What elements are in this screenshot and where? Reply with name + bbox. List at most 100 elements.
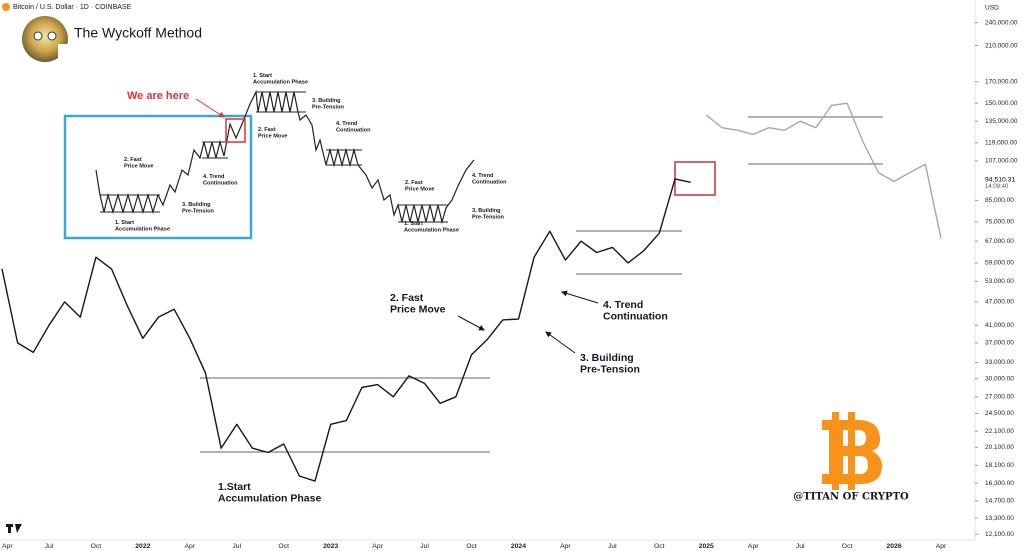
price-axis-panel: [975, 0, 1024, 540]
symbol-icon: [2, 3, 10, 11]
inset-annotation: 4. Trend Continuation: [203, 174, 238, 187]
inset-annotation-line: 3. Building: [472, 208, 501, 214]
x-tick-label: Apr: [748, 543, 759, 550]
inset-annotation-line: 1. Start: [115, 220, 134, 226]
last-price-tag: [976, 175, 1024, 191]
inset-annotation-line: Pre-Tension: [312, 105, 344, 111]
phase-annotation-line: 4. Trend: [603, 299, 643, 311]
phase-annotation-line: Pre-Tension: [580, 363, 640, 375]
inset-annotation-line: Pre-Tension: [472, 215, 504, 221]
inset-annotation-line: 3. Building: [312, 98, 341, 104]
phase-annotation: 1.Start Accumulation Phase: [218, 481, 321, 505]
range-levels: [200, 116, 883, 453]
inset-annotation-line: Accumulation Phase: [404, 228, 459, 234]
avatar: [22, 16, 68, 62]
inset-annotation: 2. Fast Price Move: [405, 180, 435, 193]
inset-annotation-line: Continuation: [472, 180, 507, 186]
x-tick-label: Jul: [45, 543, 54, 550]
y-tick-label: 67,000.00: [985, 238, 1014, 245]
y-tick-label: 59,000.00: [985, 260, 1014, 267]
y-tick-label: 30,000.00: [985, 375, 1014, 382]
x-tick-label: Oct: [654, 543, 665, 550]
inset-background: [58, 44, 506, 272]
tv-logo: [6, 524, 22, 533]
phase-annotation-line: 1.Start: [218, 481, 251, 493]
x-tick-label: 2026: [886, 543, 901, 550]
y-tick-label: 14,700.00: [985, 498, 1014, 505]
phase-annotation-line: 3. Building: [580, 352, 634, 364]
x-tick-label: Oct: [91, 543, 102, 550]
inset-annotation: 3. Building Pre-Tension: [472, 208, 504, 221]
inset-annotation: 3. Building Pre-Tension: [312, 98, 344, 111]
y-tick-label: 240,000.00: [985, 19, 1018, 26]
x-tick-label: Jul: [232, 543, 241, 550]
inset-annotation: We are here: [127, 90, 189, 102]
price-line: [705, 102, 942, 239]
inset-annotation-line: 2. Fast: [258, 127, 276, 133]
watermark: @TITAN OF CRYPTO: [793, 492, 909, 503]
x-tick-label: Oct: [842, 543, 853, 550]
phase-annotation-line: Price Move: [390, 303, 446, 315]
y-tick-label: 33,000.00: [985, 359, 1014, 366]
y-tick-label: 150,000.00: [985, 100, 1018, 107]
last-price-label: 94,510.31: [985, 177, 1015, 184]
phase-annotation-line: Continuation: [603, 310, 668, 322]
y-tick-label: 75,000.00: [985, 219, 1014, 226]
inset-annotation: 1. Start Accumulation Phase: [253, 73, 308, 86]
y-tick-label: 13,300.00: [985, 515, 1014, 522]
phase-annotation: 3. Building Pre-Tension: [580, 352, 640, 376]
y-tick-label: 16,300.00: [985, 480, 1014, 487]
y-tick-label: 37,000.00: [985, 340, 1014, 347]
y-tick-label: 20,100.00: [985, 444, 1014, 451]
y-tick-label: 41,000.00: [985, 322, 1014, 329]
y-tick-label: 22,100.00: [985, 428, 1014, 435]
inset-annotation-line: We are here: [127, 90, 189, 102]
inset-annotation-line: 4. Trend: [336, 121, 358, 127]
y-tick-label: 47,000.00: [985, 299, 1014, 306]
inset-annotation: 4. Trend Continuation: [336, 121, 371, 134]
y-tick-label: 135,000.00: [985, 118, 1018, 125]
inset-annotation-line: Pre-Tension: [182, 209, 214, 215]
inset-annotation-line: 2. Fast: [124, 157, 142, 163]
x-tick-label: Apr: [372, 543, 383, 550]
inset-annotation-line: 1. Start: [253, 73, 272, 79]
x-tick-label: Jul: [420, 543, 429, 550]
inset-annotation-line: Continuation: [336, 128, 371, 134]
y-tick-label: 210,000.00: [985, 42, 1018, 49]
inset-highlight-box: [63, 114, 253, 240]
x-tick-label: 2023: [323, 543, 338, 550]
inset-annotation-line: 2. Fast: [405, 180, 423, 186]
x-tick-label: 2022: [135, 543, 150, 550]
y-tick-label: 53,000.00: [985, 278, 1014, 285]
inset-annotation-line: 1. Start: [404, 221, 423, 227]
inset-here-arrow: [195, 98, 225, 118]
inset-annotation: 3. Building Pre-Tension: [182, 202, 214, 215]
y-tick-label: 107,000.00: [985, 158, 1018, 165]
inset-annotation-line: Accumulation Phase: [115, 227, 170, 233]
bitcoin-logo: [822, 412, 882, 490]
avatar-eye: [47, 31, 57, 41]
price-line: [1, 178, 691, 482]
x-tick-label: 2024: [511, 543, 526, 550]
y-tick-label: 170,000.00: [985, 78, 1018, 85]
y-tick-label: 12,100.00: [985, 531, 1014, 538]
inset-annotation: 2. Fast Price Move: [124, 157, 154, 170]
avatar-eye: [33, 31, 43, 41]
x-tick-label: Oct: [278, 543, 289, 550]
inset-annotation-line: Price Move: [124, 164, 154, 170]
inset-annotation-line: Price Move: [405, 187, 435, 193]
inset-annotation-line: 3. Building: [182, 202, 211, 208]
x-tick-label: Apr: [2, 543, 13, 550]
inset-here-box: [225, 118, 246, 143]
phase-annotation: 4. Trend Continuation: [603, 299, 668, 323]
current-zone-box: [674, 161, 716, 196]
y-tick-label: 85,000.00: [985, 197, 1014, 204]
y-tick-label: 119,000.00: [985, 140, 1017, 147]
y-tick-label: 24,500.00: [985, 410, 1014, 417]
phase-annotation-line: 2. Fast: [390, 292, 424, 304]
x-tick-label: Apr: [936, 543, 947, 550]
countdown-label: 14:09:40: [985, 184, 1009, 190]
